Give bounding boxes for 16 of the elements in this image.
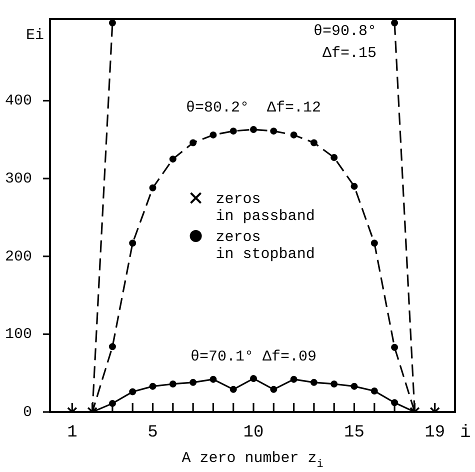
x-tick-label: 19 [424, 424, 446, 443]
x-tick-label: 5 [148, 424, 158, 443]
y-axis-title: Ei [26, 27, 44, 44]
series-label: θ=90.8° Δf=.15 [314, 22, 377, 62]
x-tick-label: 15 [344, 424, 364, 443]
y-tick-label: 100 [4, 326, 32, 344]
x-tick-label: 1 [67, 424, 78, 443]
text: i [460, 423, 471, 443]
series-label: θ=80.2° Δf=.12 [186, 100, 322, 117]
x-tick-label: 10 [243, 424, 264, 443]
y-tick-label: 300 [4, 170, 32, 188]
series-label: θ=70.1° Δf=.09 [190, 348, 317, 366]
y-tick-label: 0 [22, 404, 32, 421]
legend-label: zeros in stopband [216, 229, 315, 264]
y-tick-label: 200 [4, 248, 32, 266]
y-tick-label: 400 [4, 92, 32, 110]
